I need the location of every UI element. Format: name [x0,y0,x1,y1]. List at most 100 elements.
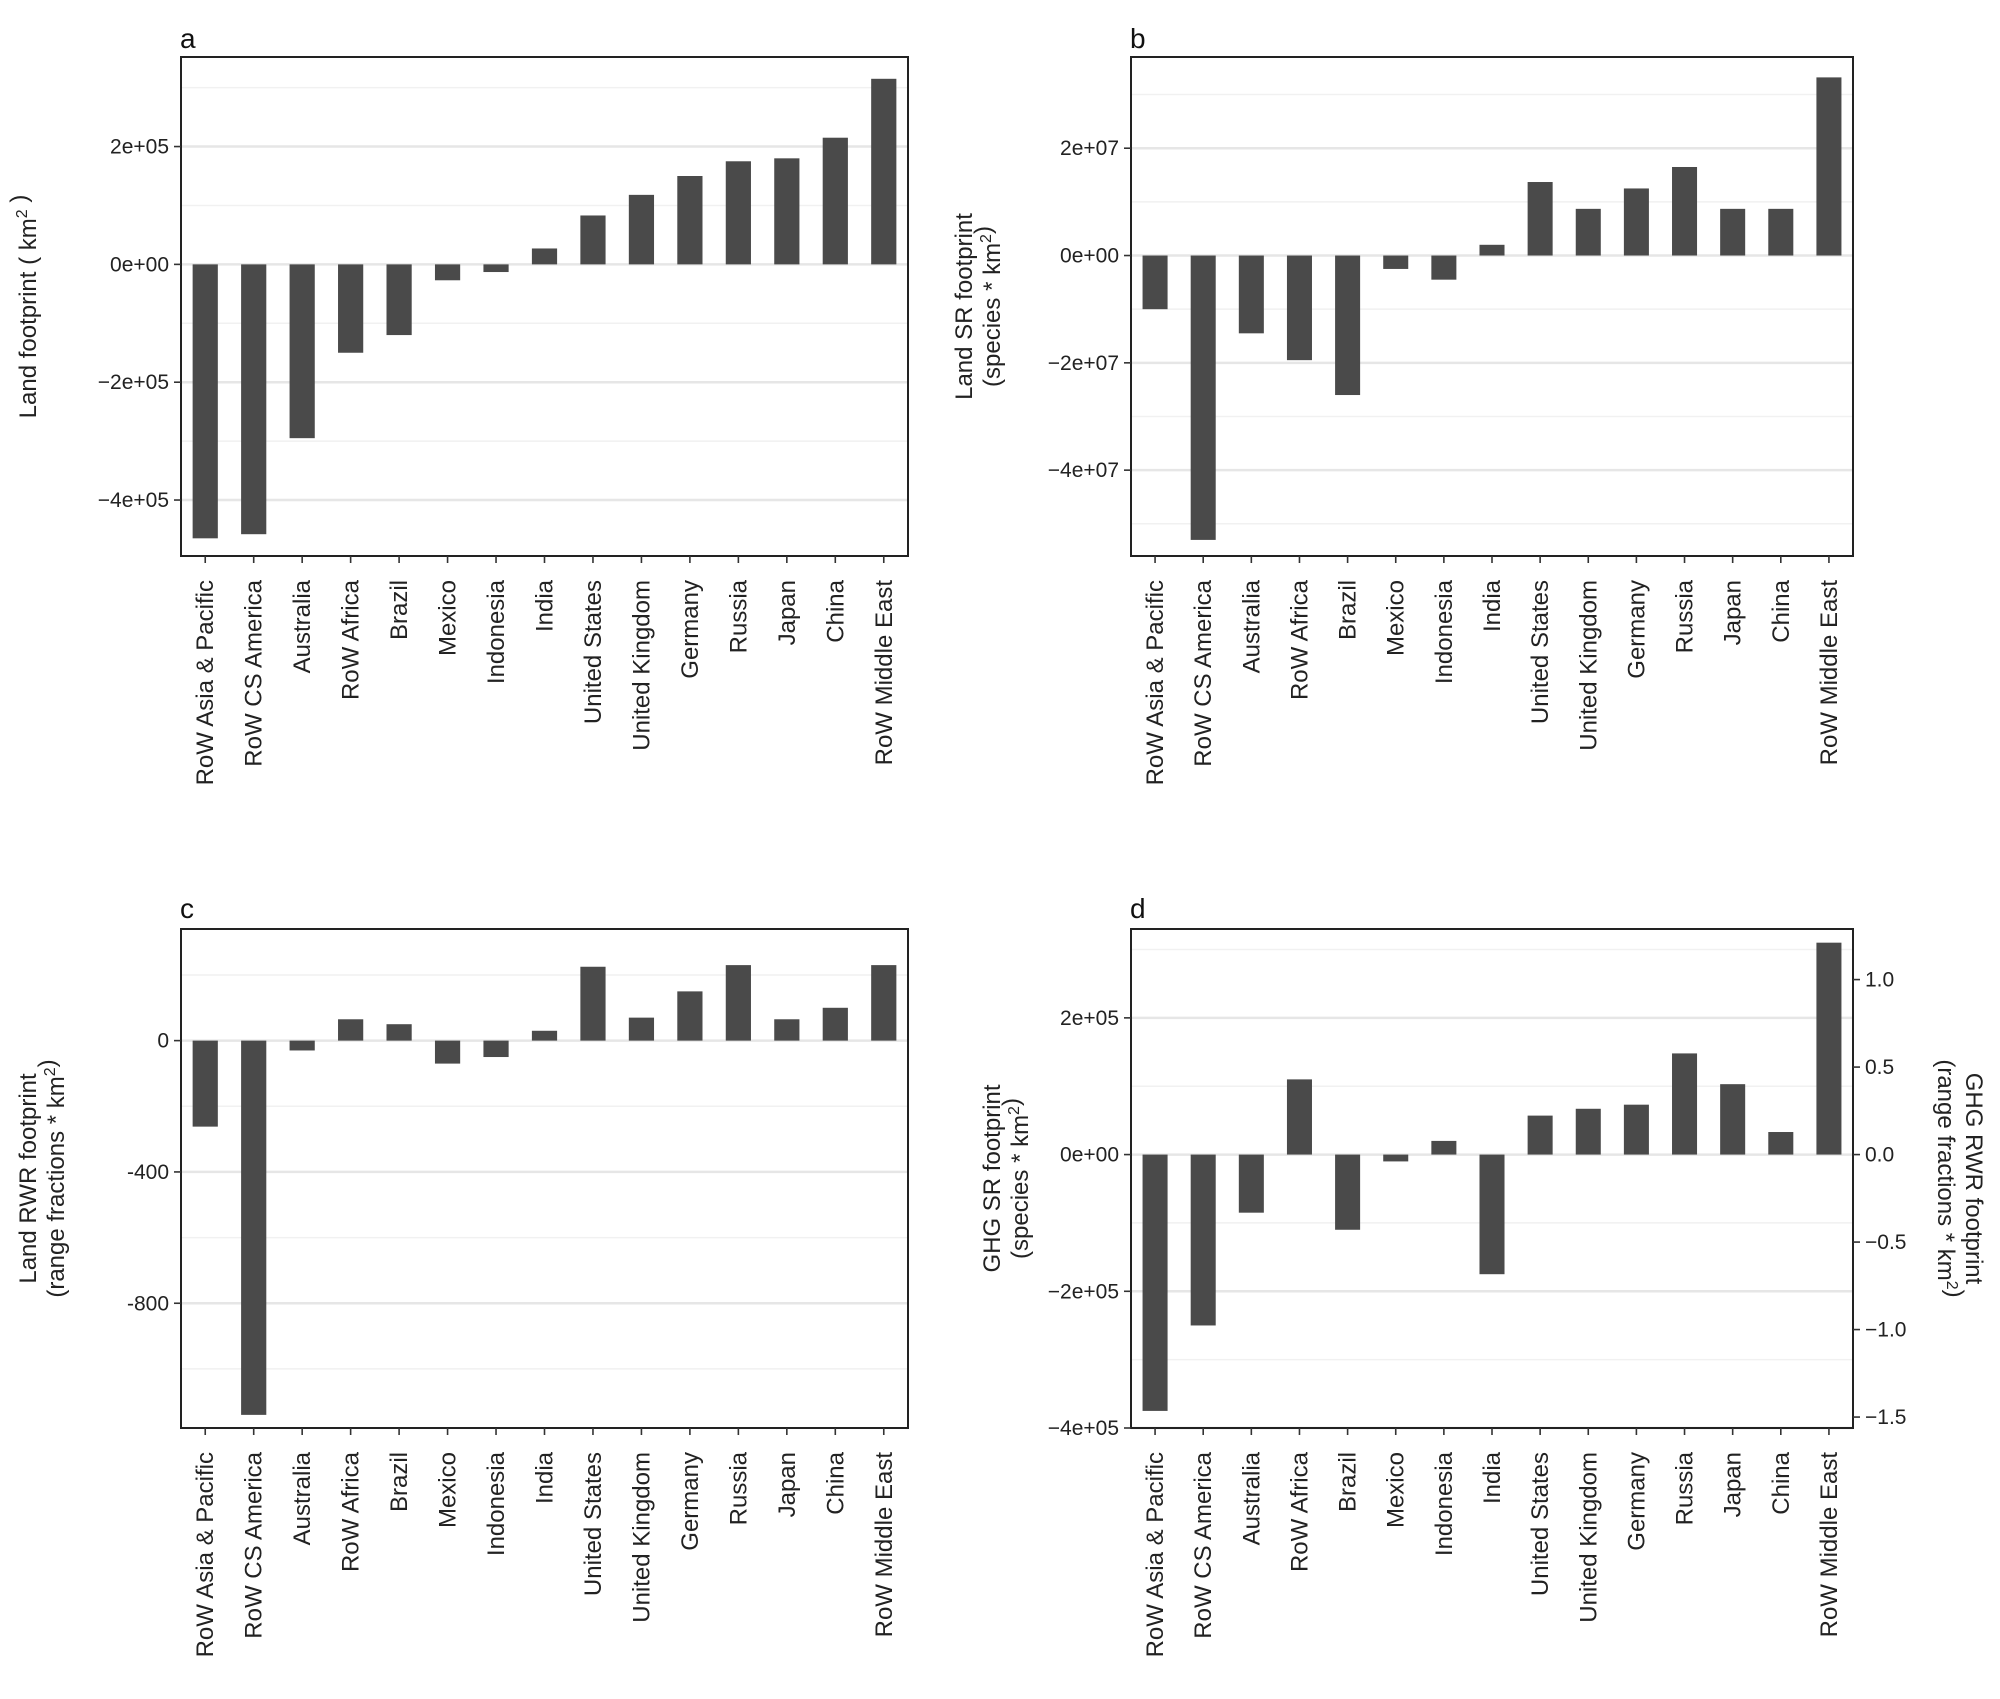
axis-title-part: (range fractions * km [1932,1059,1959,1280]
x-tick-label: RoW Africa [338,1451,365,1572]
panel-letter: a [180,23,196,54]
bar-brazil [1335,255,1361,396]
y-tick-label: −4e+05 [98,489,169,512]
y-tick-label: −2e+05 [98,371,169,394]
x-tick-label: RoW CS America [1190,579,1217,766]
x-tick-label: Japan [1720,1452,1747,1517]
y-axis-title: GHG SR footprint(species * km2) [979,1084,1034,1272]
axis-title-part: (range fractions * km [43,1076,70,1297]
axis-title-part: ) [6,195,33,210]
y-axis-title: Land footprint ( km2 ) [6,195,42,419]
y-tick-label: -400 [127,1161,169,1184]
x-tick-label: Brazil [1335,1452,1362,1512]
bar-united-kingdom [1575,1108,1601,1155]
bar-japan [774,158,800,265]
x-tick-label: United States [580,1452,607,1596]
panel-letter: c [180,893,194,924]
x-tick-label: Japan [774,1452,801,1517]
bar-united-kingdom [1575,208,1601,256]
bar-row-middle-east [871,965,897,1041]
x-tick-label: United States [1527,1452,1554,1596]
x-tick-label: China [822,579,849,642]
x-tick-label: RoW Africa [1286,1451,1313,1572]
y-tick-label: -800 [127,1292,169,1315]
x-tick-label: United Kingdom [1575,580,1602,751]
bar-japan [1720,208,1746,256]
bar-united-states [1527,1115,1553,1155]
bar-australia [289,1040,315,1051]
x-tick-label: Australia [1238,579,1265,673]
bar-japan [774,1019,800,1041]
bar-row-middle-east [871,78,897,265]
axis-title-part: ) [34,1059,61,1067]
y2-axis-title: GHG RWR footprint(range fractions * km2) [1932,1059,1987,1297]
x-tick-label: India [532,579,559,632]
x-tick-label: RoW Africa [338,579,365,700]
bar-row-asia-pacific [1142,1154,1168,1411]
x-tick-label: RoW CS America [241,579,268,766]
x-tick-label: Germany [1623,580,1650,679]
y-tick-label: −4e+07 [1048,459,1119,482]
x-tick-label: Mexico [1383,580,1410,656]
bar-germany [1623,1104,1649,1155]
bar-brazil [1335,1154,1361,1230]
y-tick-label: 0e+00 [110,253,169,276]
bar-japan [1720,1084,1746,1155]
bar-row-asia-pacific [192,264,218,539]
bar-china [1768,208,1794,256]
bar-mexico [434,264,461,281]
plot-frame [180,928,909,1429]
x-tick-label: United States [1527,580,1554,724]
bar-australia [1238,1154,1264,1213]
axis-title-part: Land RWR footprint [15,1073,42,1284]
bar-united-states [580,215,606,265]
axis-title-part: (species * km [1007,1115,1034,1259]
x-tick-label: Germany [677,1452,704,1551]
bar-india [1479,1154,1505,1275]
bar-united-states [1527,182,1553,256]
x-tick-label: Russia [725,579,752,653]
x-tick-label: Japan [1720,580,1747,645]
y-axis-title: Land SR footprint(species * km2) [951,213,1006,400]
x-tick-label: Brazil [1335,580,1362,640]
x-tick-label: Russia [1672,1451,1699,1525]
y-tick-label: 2e+05 [1060,1007,1119,1030]
superscript: 2 [978,234,995,243]
y-tick-label: −2e+07 [1048,352,1119,375]
y-tick-label: −2e+05 [1048,1280,1119,1303]
bar-china [822,137,848,265]
y-tick-label: −4e+05 [1048,1417,1119,1440]
bar-united-kingdom [628,194,655,265]
x-tick-label: China [1768,1451,1795,1514]
bar-china [822,1007,848,1041]
y2-tick-label: 0.0 [1865,1144,1894,1167]
x-tick-label: Japan [774,580,801,645]
bar-germany [1623,188,1649,256]
bar-germany [677,176,703,265]
x-tick-label: Indonesia [483,1451,510,1556]
bar-indonesia [483,1040,509,1058]
bar-india [531,248,558,265]
bar-row-cs-america [1190,1154,1216,1326]
panel-letter: b [1130,23,1146,54]
y2-tick-label: 0.5 [1865,1056,1894,1079]
bar-russia [725,161,751,265]
x-tick-label: United Kingdom [1575,1452,1602,1623]
bar-indonesia [483,264,509,273]
x-tick-label: Russia [1672,579,1699,653]
bar-brazil [386,1024,412,1041]
panel-c: c 0 -400 -800 RoW Asia & Pacific RoW CS Ameri… [15,893,909,1657]
x-tick-label: Germany [1623,1452,1650,1551]
x-tick-label: United Kingdom [628,580,655,751]
x-tick-label: Indonesia [1431,579,1458,684]
axis-title-part: GHG RWR footprint [1960,1073,1987,1285]
bar-row-cs-america [241,264,267,535]
panel-b: b 2e+07 0e+00 −2e+07 −4e+07 RoW Asia & Pacifi… [951,23,1854,785]
x-tick-label: Mexico [1383,1452,1410,1528]
axis-title-part: ) [1941,1290,1968,1298]
x-tick-label: Germany [677,580,704,679]
x-tick-label: India [1479,579,1506,632]
x-tick-label: Australia [1238,1451,1265,1545]
axis-title-part: ) [998,1098,1025,1106]
bar-mexico [1383,1154,1409,1162]
